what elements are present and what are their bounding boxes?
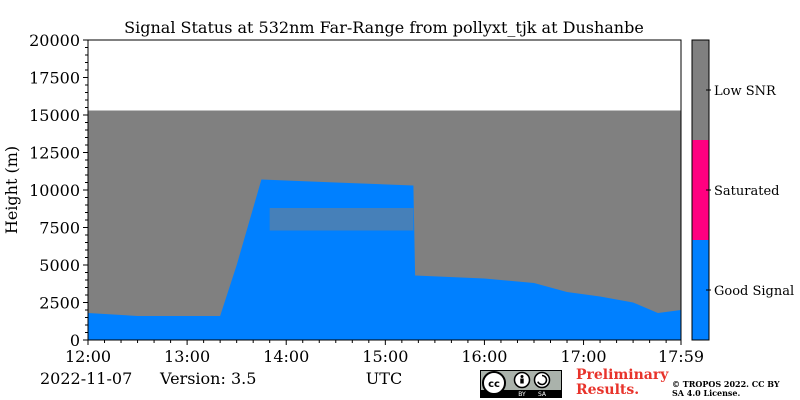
x-tick-label: 12:00 (65, 347, 111, 366)
cc-badge-cc: cc (488, 379, 500, 390)
x-axis-label: UTC (366, 369, 402, 388)
y-tick-label: 2500 (39, 294, 80, 313)
y-axis-label: Height (m) (2, 146, 21, 234)
colorbar-label: Low SNR (714, 84, 777, 99)
good-signal-region (88, 179, 681, 340)
y-tick-label: 10000 (29, 181, 80, 200)
y-tick-label: 12500 (29, 144, 80, 163)
y-tick-label: 17500 (29, 69, 80, 88)
low-snr-band (269, 208, 414, 231)
x-tick-label: 13:00 (164, 347, 210, 366)
x-tick-label: 14:00 (263, 347, 309, 366)
preliminary-results-label: Preliminary Results. (576, 367, 669, 398)
cc-badge-by: BY (518, 391, 526, 398)
colorbar-label: Good Signal (714, 284, 794, 299)
y-tick-label: 5000 (39, 256, 80, 275)
x-tick-label: 17:59 (658, 347, 704, 366)
plot-area: 0 2500 5000 7500 10000 12500 15000 17500 20000 12… (29, 31, 704, 366)
y-tick-label: 7500 (39, 219, 80, 238)
y-tick-label: 0 (70, 331, 80, 350)
x-tick-label: 16:00 (461, 347, 507, 366)
colorbar: Low SNR Saturated Good Signal (691, 39, 794, 341)
x-tick-label: 17:00 (560, 347, 606, 366)
version-label: Version: 3.5 (160, 369, 257, 388)
copyright-label: © TROPOS 2022. CC BY SA 4.0 License. (672, 379, 780, 398)
colorbar-segment (692, 240, 709, 340)
colorbar-frame (691, 39, 710, 341)
cc-badge-sa: SA (538, 391, 547, 398)
chart-title: Signal Status at 532nm Far-Range from po… (124, 18, 644, 37)
colorbar-label: Saturated (714, 184, 779, 199)
colorbar-segment (692, 40, 709, 140)
x-tick-label: 15:00 (362, 347, 408, 366)
cc-by-sa-license-badge-icon: cc BY SA (480, 370, 562, 398)
measurement-date: 2022-11-07 (40, 369, 133, 388)
colorbar-segment (692, 140, 709, 240)
y-tick-label: 15000 (29, 106, 80, 125)
y-tick-label: 20000 (29, 31, 80, 50)
